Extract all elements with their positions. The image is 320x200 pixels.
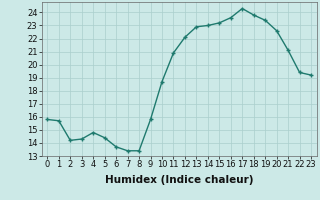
- X-axis label: Humidex (Indice chaleur): Humidex (Indice chaleur): [105, 175, 253, 185]
